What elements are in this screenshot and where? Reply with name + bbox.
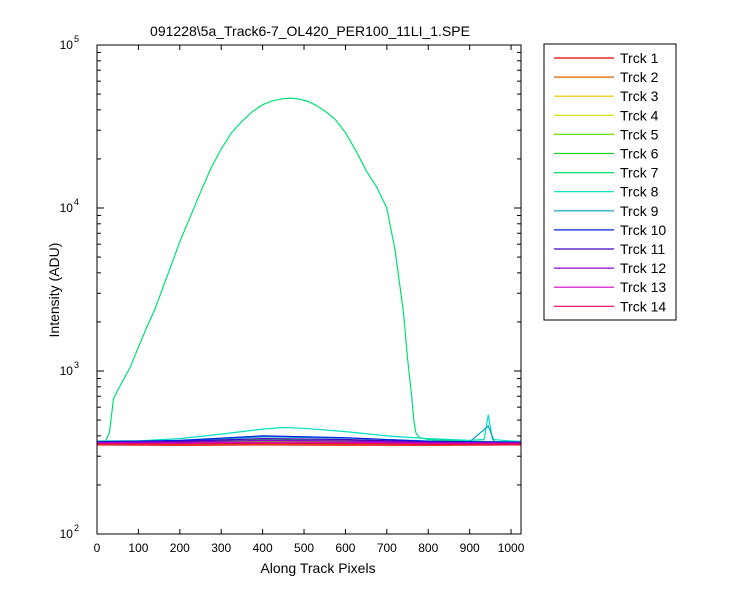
chart-title: 091228\5a_Track6-7_OL420_PER100_11LI_1.S… — [150, 23, 470, 39]
legend-label-trck-4: Trck 4 — [620, 107, 659, 123]
x-axis: 0 100 200 300 400 500 600 700 800 900 1000 — [94, 45, 525, 555]
legend-items: Trck 1 Trck 2 Trck 3 Trck 4 Trck 5 Trck 6 Trck… — [554, 50, 666, 314]
y-axis: 102 103 104 105 — [60, 34, 521, 541]
legend-label-trck-12: Trck 12 — [620, 260, 666, 276]
x-tick-label: 500 — [294, 541, 314, 555]
legend-label-trck-14: Trck 14 — [620, 298, 666, 314]
series-line-trck-8 — [96, 414, 522, 442]
y-tick-label: 104 — [60, 197, 79, 215]
plot-frame — [96, 44, 522, 535]
legend-label-trck-7: Trck 7 — [620, 165, 659, 181]
legend-label-trck-11: Trck 11 — [620, 241, 665, 257]
x-tick-label: 0 — [94, 541, 101, 555]
legend-label-trck-8: Trck 8 — [620, 184, 659, 200]
y-tick-label: 102 — [60, 523, 79, 541]
y-tick-label: 103 — [60, 360, 79, 378]
legend-label-trck-5: Trck 5 — [620, 126, 659, 142]
x-tick-label: 200 — [170, 541, 190, 555]
x-tick-label: 700 — [377, 541, 397, 555]
legend-box — [543, 43, 677, 321]
x-tick-label: 100 — [128, 541, 148, 555]
legend-label-trck-1: Trck 1 — [620, 50, 659, 66]
x-tick-label: 1000 — [498, 541, 525, 555]
y-tick-exponent: 5 — [74, 34, 79, 44]
x-tick-label: 800 — [418, 541, 438, 555]
series-line-trck-7 — [97, 97, 522, 443]
y-tick-exponent: 4 — [74, 197, 79, 207]
x-tick-label: 900 — [460, 541, 480, 555]
legend-label-trck-10: Trck 10 — [620, 222, 666, 238]
series-line-trck-13 — [96, 441, 522, 445]
y-tick-label: 105 — [60, 34, 79, 52]
x-axis-label: Along Track Pixels — [260, 560, 375, 576]
y-tick-exponent: 2 — [74, 523, 79, 533]
series-line-trck-14 — [97, 442, 521, 445]
x-tick-label: 600 — [335, 541, 355, 555]
legend-label-trck-3: Trck 3 — [620, 88, 659, 104]
y-axis-label: Intensity (ADU) — [46, 243, 62, 338]
x-tick-label: 300 — [211, 541, 231, 555]
legend-label-trck-9: Trck 9 — [620, 203, 659, 219]
series-line-trck-12 — [96, 439, 522, 444]
legend-label-trck-2: Trck 2 — [620, 69, 659, 85]
legend: Trck 1 Trck 2 Trck 3 Trck 4 Trck 5 Trck 6 Trck… — [543, 43, 677, 321]
y-tick-exponent: 3 — [74, 360, 79, 370]
legend-label-trck-13: Trck 13 — [620, 279, 666, 295]
series-layer — [96, 97, 522, 446]
legend-label-trck-6: Trck 6 — [620, 146, 659, 162]
x-tick-label: 400 — [253, 541, 273, 555]
